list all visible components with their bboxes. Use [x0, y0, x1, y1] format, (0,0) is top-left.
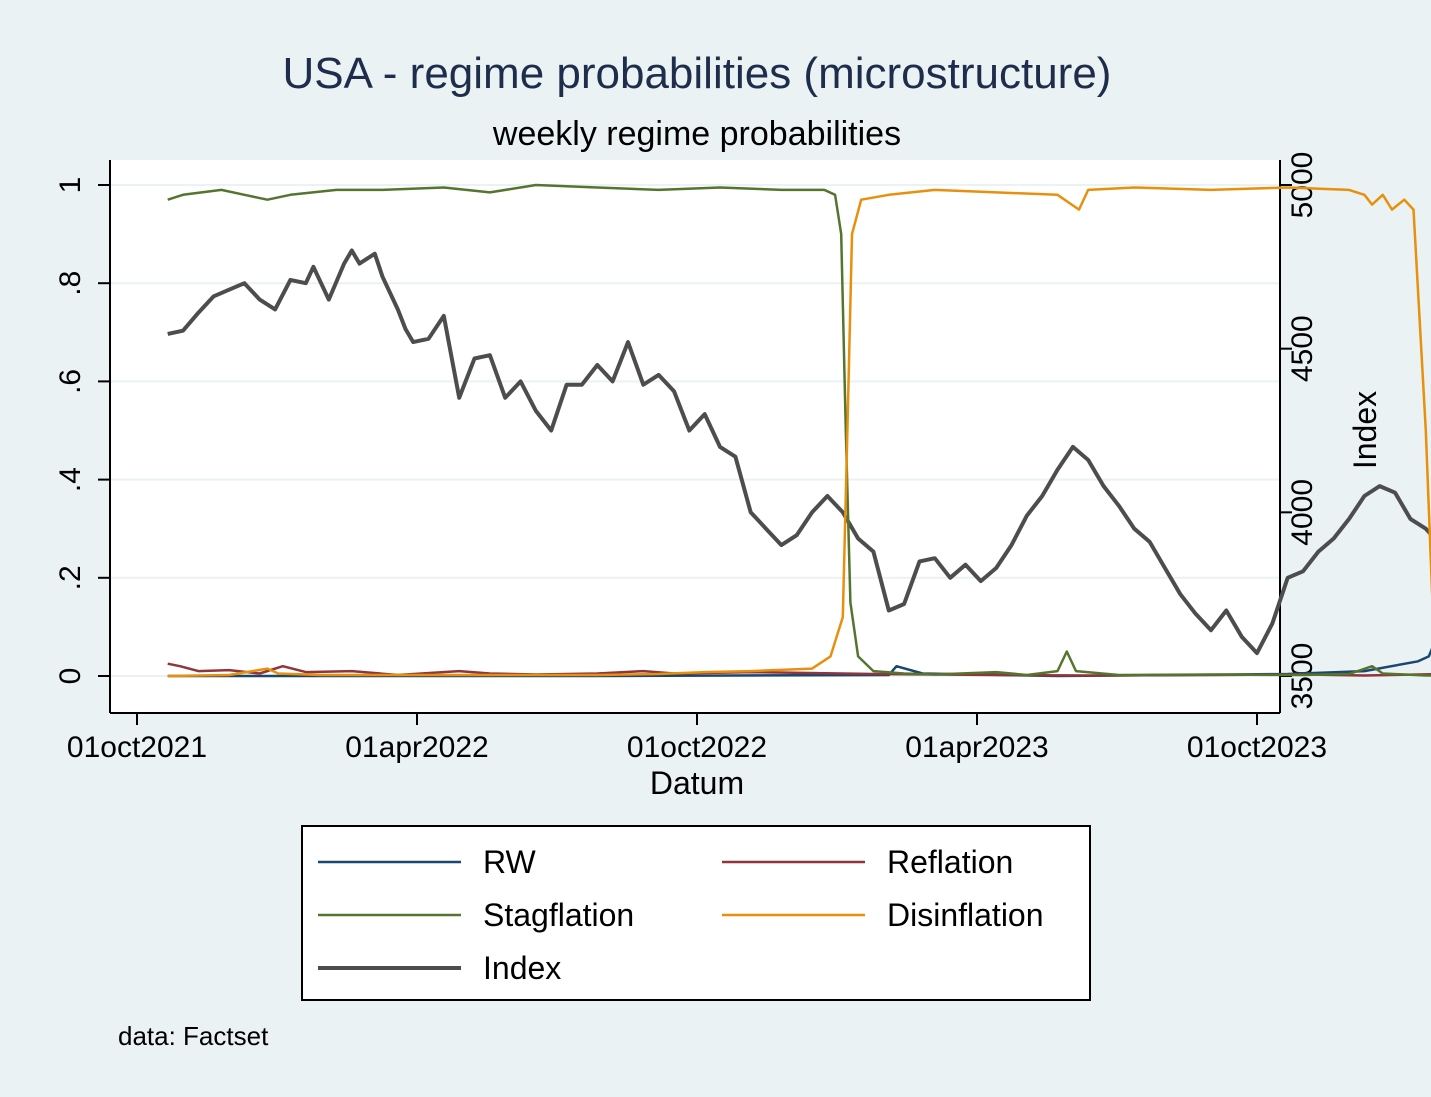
legend-box	[301, 825, 1091, 1001]
y-tick-label: .8	[54, 271, 87, 296]
legend: RW Reflation Stagflation Disinflation Index	[301, 825, 1091, 1001]
series-line-stagflation	[167, 183, 1431, 677]
series-line-index	[167, 248, 1431, 656]
series-line-disinflation	[167, 186, 1431, 678]
legend-label-rw: RW	[483, 844, 537, 880]
y-tick-label: .6	[54, 369, 87, 394]
y2-axis-label: Index	[1347, 391, 1383, 469]
x-axis-label: Datum	[650, 765, 744, 801]
legend-label-stagflation: Stagflation	[483, 897, 634, 933]
plot-area	[110, 160, 1280, 713]
chart-title: USA - regime probabilities (microstructu…	[283, 49, 1112, 98]
legend-label-reflation: Reflation	[887, 844, 1013, 880]
x-tick-label: 01oct2022	[627, 731, 767, 764]
y2-tick-label: 4500	[1286, 315, 1319, 382]
y-tick-label: .4	[54, 467, 87, 492]
y2-tick-label: 5000	[1286, 152, 1319, 219]
series-layer	[167, 183, 1431, 678]
y2-tick-label: 4000	[1286, 479, 1319, 546]
y-tick-label: .2	[54, 565, 87, 590]
x-tick-label: 01oct2021	[67, 731, 207, 764]
x-tick-label: 01oct2023	[1187, 731, 1327, 764]
source-note: data: Factset	[118, 1021, 269, 1051]
y-tick-label: 0	[54, 668, 87, 685]
x-tick-label: 01apr2022	[345, 731, 488, 764]
legend-label-index: Index	[483, 950, 561, 986]
y-tick-label: 1	[54, 177, 87, 194]
chart-subtitle: weekly regime probabilities	[492, 115, 901, 153]
legend-label-disinflation: Disinflation	[887, 897, 1044, 933]
x-tick-label: 01apr2023	[905, 731, 1048, 764]
